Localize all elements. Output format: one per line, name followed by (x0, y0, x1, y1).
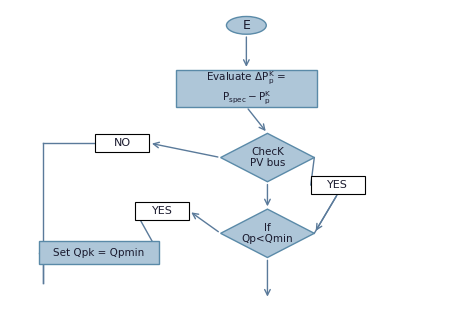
Text: YES: YES (152, 206, 173, 216)
Text: Set Qpk = Qpmin: Set Qpk = Qpmin (53, 248, 145, 258)
Polygon shape (220, 209, 314, 257)
Text: YES: YES (327, 180, 348, 190)
Text: NO: NO (114, 138, 131, 148)
FancyBboxPatch shape (135, 202, 189, 220)
Text: If
Qp<Qmin: If Qp<Qmin (242, 222, 293, 244)
Text: $\mathregular{Evaluate\ \Delta P_p^K}$ =
$\mathregular{P_{spec} - P_p^K}$: $\mathregular{Evaluate\ \Delta P_p^K}$ =… (206, 70, 286, 107)
Text: E: E (242, 19, 250, 32)
FancyBboxPatch shape (39, 241, 158, 264)
Text: ChecK
PV bus: ChecK PV bus (250, 147, 285, 168)
FancyBboxPatch shape (95, 134, 149, 152)
Ellipse shape (227, 16, 266, 34)
Polygon shape (220, 133, 314, 182)
FancyBboxPatch shape (311, 176, 365, 194)
FancyBboxPatch shape (176, 70, 317, 107)
